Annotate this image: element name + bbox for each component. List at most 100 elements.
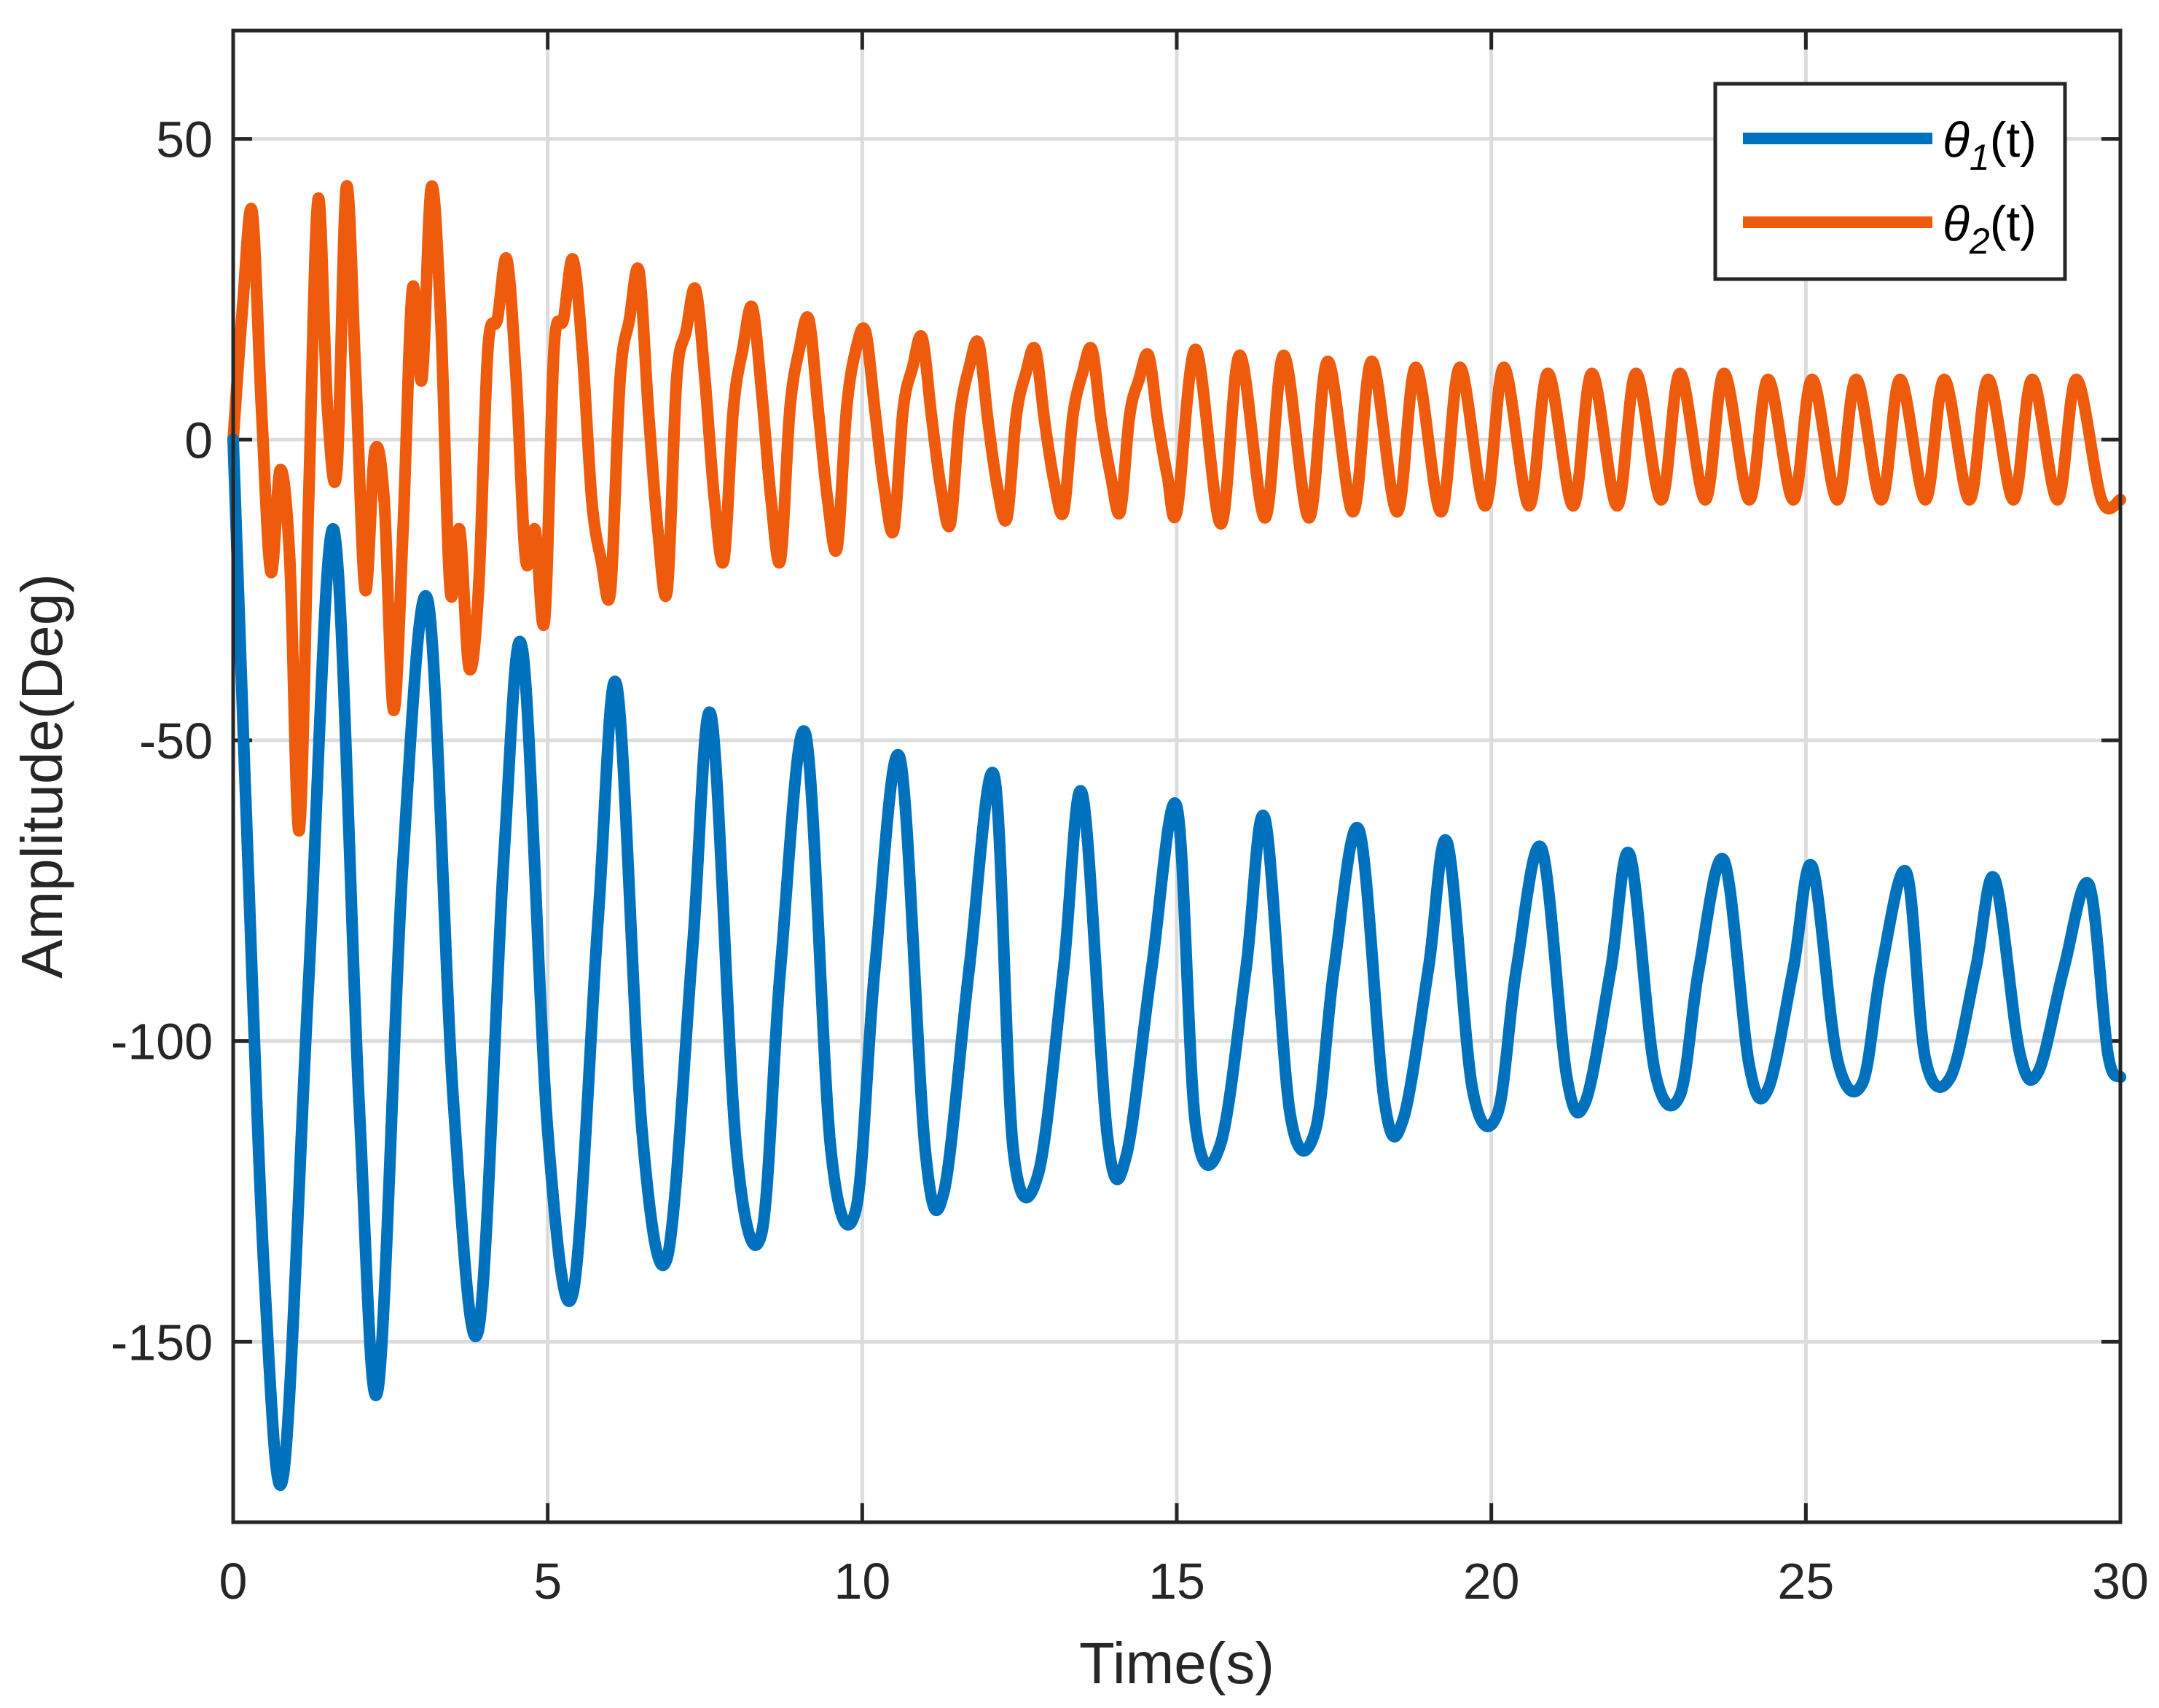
series-point-theta2-84 (1019, 367, 1032, 380)
series-point-theta1-2 (259, 1275, 271, 1288)
series-point-theta1-37 (1076, 788, 1089, 801)
series-point-theta2-114 (1479, 500, 1491, 512)
plot-frame (231, 28, 2123, 1524)
series-point-theta2-75 (935, 482, 947, 494)
series-point-theta1-44 (1240, 963, 1252, 975)
series-point-theta2-54 (737, 343, 749, 356)
series-point-theta1-68 (1787, 963, 1800, 975)
series-point-theta2-47 (670, 373, 683, 385)
series-point-theta2-126 (1743, 493, 1755, 506)
series-point-theta2-102 (1215, 517, 1227, 530)
series-point-theta1-39 (1120, 1149, 1132, 1161)
series-point-theta1-81 (2082, 879, 2095, 891)
series-point-theta2-57 (765, 493, 777, 506)
series-point-theta1-46 (1284, 1107, 1296, 1119)
series-point-theta2-39 (595, 554, 607, 566)
legend-subscript-theta1: 1 (1970, 137, 1990, 178)
legend-suffix-theta1: (t) (1990, 112, 2037, 168)
series-point-theta2-55 (746, 301, 759, 313)
series-point-theta1-14 (541, 1125, 554, 1137)
series-point-theta2-31 (520, 554, 532, 566)
series-point-theta2-64 (831, 541, 843, 554)
series-point-theta2-122 (1655, 493, 1667, 506)
series-point-theta2-101 (1189, 343, 1202, 356)
series-point-theta2-49 (689, 283, 702, 295)
series-point-theta2-8 (302, 493, 315, 506)
series-point-theta1-33 (988, 770, 1000, 783)
series-point-theta2-95 (1124, 410, 1136, 422)
series-point-theta2-67 (859, 325, 871, 337)
series-point-theta1-34 (1007, 1143, 1019, 1156)
series-point-theta1-78 (2013, 1047, 2026, 1059)
series-point-theta1-60 (1604, 963, 1617, 975)
series-point-theta2-111 (1410, 361, 1422, 374)
series-point-theta2-131 (1850, 373, 1862, 385)
series-point-theta1-12 (498, 855, 510, 867)
series-point-theta2-51 (708, 493, 721, 506)
series-point-theta2-5 (274, 463, 286, 476)
series-point-theta1-24 (775, 963, 787, 975)
series-point-theta2-44 (642, 404, 654, 415)
series-point-theta2-41 (614, 373, 626, 385)
legend-label-theta1: θ1(t) (1943, 112, 2037, 178)
series-point-theta2-117 (1542, 367, 1554, 380)
series-point-theta1-42 (1189, 1119, 1202, 1132)
series-point-theta1-70 (1831, 1053, 1843, 1065)
series-point-theta2-71 (897, 404, 909, 415)
series-point-theta2-141 (2070, 373, 2082, 385)
series-point-theta2-89 (1067, 410, 1079, 422)
series-point-theta1-65 (1718, 855, 1731, 867)
legend-suffix-theta2: (t) (1990, 196, 2037, 251)
series-point-theta1-40 (1145, 963, 1158, 975)
x-tick-label-3: 15 (1148, 1553, 1205, 1610)
series-point-theta2-120 (1611, 500, 1623, 512)
series-point-theta2-94 (1114, 506, 1126, 518)
series-point-theta2-134 (1919, 493, 1932, 506)
series-point-theta2-116 (1523, 500, 1535, 512)
series-point-theta2-87 (1048, 476, 1060, 488)
series-point-theta1-9 (422, 596, 434, 608)
series-point-theta1-51 (1397, 1113, 1409, 1125)
series-point-theta1-58 (1561, 1071, 1573, 1084)
x-tick-label-5: 25 (1777, 1553, 1834, 1610)
series-point-theta2-1 (236, 301, 248, 313)
series-point-theta1-64 (1693, 963, 1705, 975)
series-point-theta2-127 (1762, 373, 1774, 385)
series-point-theta1-1 (240, 794, 252, 807)
series-point-theta2-78 (963, 361, 976, 374)
series-point-theta1-19 (661, 1251, 673, 1264)
series-point-theta2-19 (407, 283, 418, 295)
series-point-theta1-16 (592, 914, 604, 927)
series-point-theta2-125 (1718, 367, 1731, 380)
series-point-theta1-79 (2032, 1065, 2045, 1077)
series-point-theta1-69 (1806, 861, 1818, 873)
series-point-theta1-38 (1102, 1131, 1113, 1143)
series-point-theta2-72 (906, 361, 919, 374)
series-point-theta2-118 (1567, 500, 1579, 512)
series-point-theta2-24 (453, 524, 466, 536)
series-point-theta2-82 (1000, 512, 1013, 524)
series-point-theta1-26 (825, 1143, 837, 1156)
series-point-theta2-23 (444, 584, 456, 596)
series-point-theta1-59 (1580, 1095, 1592, 1108)
series-point-theta2-133 (1894, 373, 1906, 385)
series-point-theta2-103 (1234, 349, 1246, 361)
y-tick-labels: 50 0 -50 -100 -150 (111, 111, 213, 1371)
series-point-theta2-132 (1875, 493, 1887, 506)
series-point-theta2-16 (378, 493, 391, 506)
series-point-theta2-77 (954, 410, 966, 422)
series-point-theta2-28 (491, 313, 503, 326)
series-point-theta2-20 (416, 373, 428, 385)
series-point-theta2-136 (1963, 493, 1975, 506)
series-point-theta2-38 (586, 493, 598, 506)
series-point-theta2-34 (548, 343, 560, 356)
series-point-theta1-20 (686, 944, 699, 957)
legend: θ1(t) θ2(t) (1713, 82, 2067, 281)
series-point-theta1-71 (1857, 1077, 1868, 1089)
series-point-theta2-14 (359, 584, 372, 596)
series-point-theta1-77 (1988, 872, 2001, 885)
x-tick-label-1: 5 (533, 1553, 562, 1610)
series-point-theta2-83 (1010, 410, 1022, 422)
series-point-theta2-12 (340, 181, 353, 193)
